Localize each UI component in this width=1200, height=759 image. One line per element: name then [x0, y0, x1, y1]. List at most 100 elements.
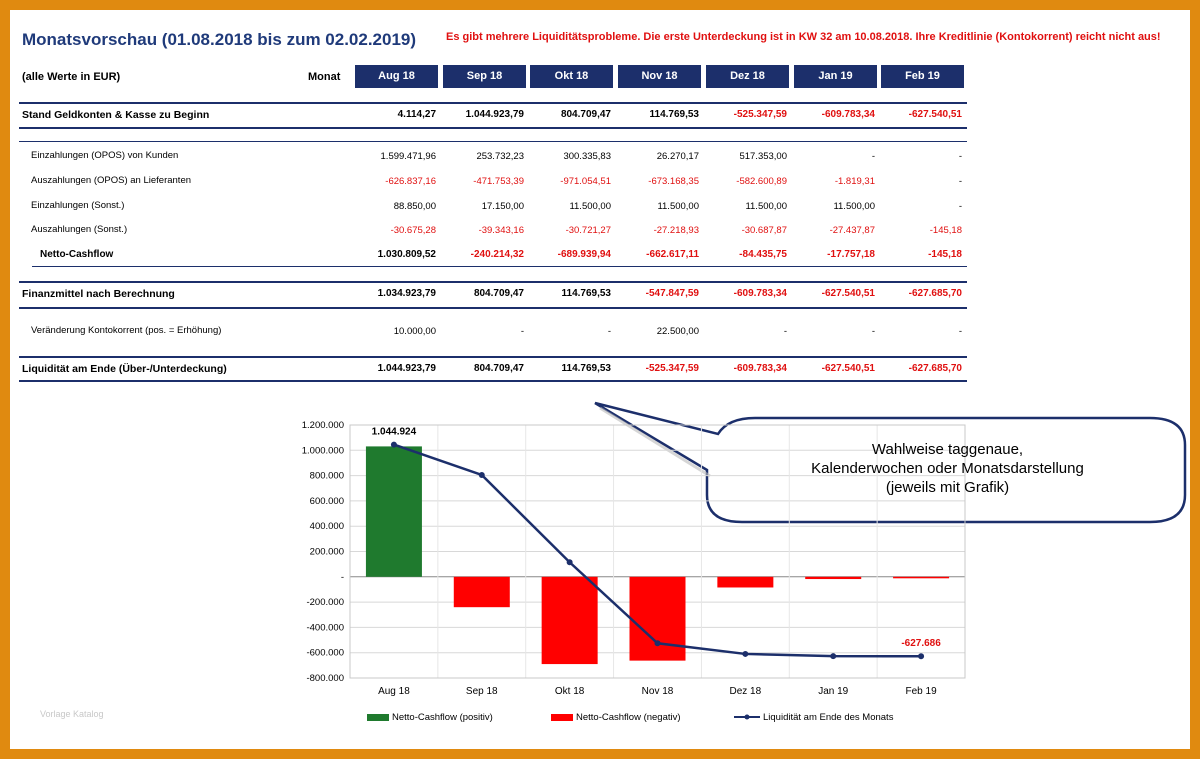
table-cell: 804.709,47	[473, 288, 524, 299]
table-cell: 1.030.809,52	[377, 249, 436, 260]
callout-bubble	[594, 401, 1187, 524]
table-cell: 253.732,23	[476, 151, 524, 162]
legend-label-line: Liquidität am Ende des Monats	[763, 712, 894, 723]
table-row-label: Auszahlungen (Sonst.)	[31, 224, 128, 235]
table-cell: -	[871, 151, 875, 162]
bar	[453, 576, 510, 608]
x-tick-label: Okt 18	[555, 686, 585, 697]
table-cell: -30.675,28	[390, 225, 436, 236]
table-cell: -525.347,59	[733, 109, 787, 120]
table-cell: -471.753,39	[473, 176, 524, 187]
table-row-label: Auszahlungen (OPOS) an Lieferanten	[31, 175, 192, 186]
cashflow-chart: 1.200.000 1.000.000 800.000 600.000 400.000 2…	[302, 401, 1187, 697]
y-tick-label: 600.000	[310, 496, 344, 507]
table-cell: -627.540,51	[821, 288, 875, 299]
y-tick-label: -400.000	[306, 622, 344, 633]
table-cell: -17.757,18	[827, 249, 875, 260]
y-tick-label: -600.000	[306, 648, 344, 659]
line-point	[654, 640, 661, 647]
table-row-label: Einzahlungen (OPOS) von Kunden	[31, 150, 179, 161]
legend-swatch-line	[734, 714, 760, 720]
x-tick-label: Dez 18	[730, 686, 762, 697]
table-cell: -27.437,87	[829, 225, 875, 236]
callout-line-3: (jeweils mit Grafik)	[885, 479, 1010, 496]
y-tick-label: 400.000	[310, 521, 344, 532]
line-point	[830, 653, 837, 660]
table-cell: -582.600,89	[736, 176, 787, 187]
data-label: -627.686	[901, 638, 941, 649]
table-divider	[19, 380, 967, 382]
legend-negative: Netto-Cashflow (negativ)	[551, 712, 681, 723]
month-header: Sep 18	[443, 65, 526, 88]
table-cell: 300.335,83	[563, 151, 611, 162]
line-point	[390, 441, 397, 448]
table-cell: 804.709,47	[473, 363, 524, 374]
table-divider	[19, 127, 967, 129]
table-cell: -673.168,35	[648, 176, 699, 187]
table-cell: 1.044.923,79	[377, 363, 436, 374]
callout-line-2: Kalenderwochen oder Monatsdarstellung	[811, 460, 1084, 477]
table-divider	[19, 281, 967, 283]
table-cell: 11.500,00	[569, 201, 611, 212]
y-tick-label: 800.000	[310, 471, 344, 482]
table-cell: -	[520, 326, 524, 337]
table-cell: -39.343,16	[478, 225, 524, 236]
table-cell: -547.847,59	[645, 288, 699, 299]
legend-label-negative: Netto-Cashflow (negativ)	[576, 712, 681, 723]
table-row-label: Liquidität am Ende (Über-/Unterdeckung)	[22, 363, 227, 375]
table-row-label: Finanzmittel nach Berechnung	[22, 288, 175, 300]
y-tick-label: -	[341, 572, 344, 583]
table-cell: -525.347,59	[645, 363, 699, 374]
line-point	[742, 650, 749, 657]
legend-swatch-negative	[551, 713, 573, 721]
table-cell: 88.850,00	[393, 201, 436, 212]
x-tick-label: Nov 18	[642, 686, 674, 697]
table-cell: 114.769,53	[561, 288, 612, 299]
report-frame: Monatsvorschau (01.08.2018 bis zum 02.02…	[10, 10, 1190, 749]
table-cell: -971.054,51	[560, 176, 611, 187]
table-cell: -	[958, 201, 962, 212]
y-tick-label: -200.000	[306, 597, 344, 608]
table-cell: -609.783,34	[733, 363, 787, 374]
month-header: Nov 18	[618, 65, 701, 88]
table-cell: -627.685,70	[908, 363, 962, 374]
page-title: Monatsvorschau (01.08.2018 bis zum 02.02…	[22, 30, 417, 49]
table-divider	[19, 102, 967, 104]
table-cell: -	[607, 326, 611, 337]
month-header: Dez 18	[706, 65, 789, 88]
table-cell: -84.435,75	[739, 249, 787, 260]
table-divider	[19, 356, 967, 358]
line-point	[918, 653, 925, 660]
month-header: Aug 18	[355, 65, 438, 88]
y-tick-label: 1.200.000	[302, 420, 344, 431]
unit-label: (alle Werte in EUR)	[22, 71, 121, 83]
table-cell: -	[958, 176, 962, 187]
watermark: Vorlage Katalog	[40, 709, 104, 719]
table-cell: -30.687,87	[741, 225, 787, 236]
legend-label-positive: Netto-Cashflow (positiv)	[392, 712, 493, 723]
table-cell: 517.353,00	[739, 151, 787, 162]
legend-swatch-positive	[367, 713, 389, 721]
table-cell: -	[871, 326, 875, 337]
plot-border	[349, 424, 966, 679]
table-divider	[19, 307, 967, 309]
table-cell: 17.150,00	[481, 201, 524, 212]
bar	[805, 576, 862, 580]
callout-line-1: Wahlweise taggenaue,	[871, 441, 1024, 458]
table-cell: -662.617,11	[646, 249, 699, 260]
table-cell: -609.783,34	[821, 109, 875, 120]
month-header: Jan 19	[794, 65, 877, 88]
y-tick-label: 1.000.000	[302, 445, 344, 456]
table-cell: -145,18	[928, 249, 962, 260]
table-cell: 10.000,00	[393, 326, 436, 337]
table-cell: -627.685,70	[908, 288, 962, 299]
table-cell: -	[958, 326, 962, 337]
table-cell: -609.783,34	[733, 288, 787, 299]
table-cell: -627.540,51	[908, 109, 962, 120]
table-row-label: Veränderung Kontokorrent (pos. = Erhöhun…	[31, 325, 222, 336]
bar	[541, 576, 598, 665]
table-cell: -626.837,16	[385, 176, 436, 187]
table-cell: 26.270,17	[656, 151, 699, 162]
table-cell: -145,18	[929, 225, 962, 236]
month-header: Feb 19	[881, 65, 964, 88]
